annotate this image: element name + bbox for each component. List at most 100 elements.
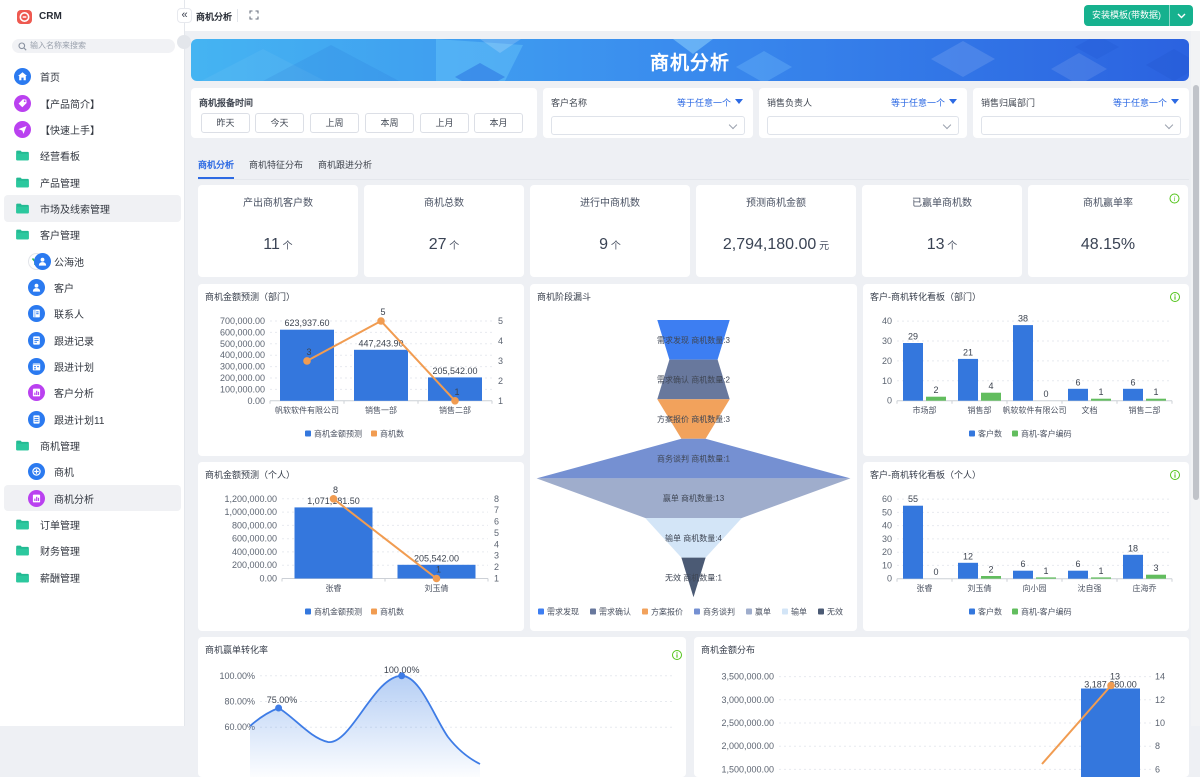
svg-text:205,542.00: 205,542.00 [432, 366, 477, 376]
svg-text:0.00: 0.00 [247, 396, 265, 406]
svg-text:客户-商机转化看板（部门）: 客户-商机转化看板（部门） [870, 291, 981, 302]
svg-text:6: 6 [494, 517, 499, 527]
svg-text:12: 12 [963, 551, 973, 561]
svg-text:447,243.90: 447,243.90 [358, 338, 403, 348]
svg-text:3: 3 [498, 356, 503, 366]
svg-text:12: 12 [1155, 695, 1165, 705]
svg-text:向小园: 向小园 [1023, 583, 1047, 593]
svg-text:输单: 输单 [791, 607, 807, 617]
svg-text:40: 40 [882, 521, 892, 531]
svg-text:100,000.00: 100,000.00 [220, 384, 265, 394]
svg-text:商机赢单转化率: 商机赢单转化率 [205, 644, 268, 655]
svg-text:商机数: 商机数 [380, 607, 404, 617]
svg-text:市场部: 市场部 [913, 405, 937, 415]
svg-text:刘玉倩: 刘玉倩 [968, 583, 992, 593]
svg-text:6: 6 [1075, 559, 1080, 569]
svg-text:商机金额预测: 商机金额预测 [314, 607, 362, 617]
svg-text:3,500,000.00: 3,500,000.00 [721, 672, 774, 682]
svg-text:3,000,000.00: 3,000,000.00 [721, 695, 774, 705]
svg-text:商机-客户编码: 商机-客户编码 [1021, 607, 1072, 617]
svg-text:输单 商机数量:4: 输单 商机数量:4 [665, 533, 722, 543]
svg-text:800,000.00: 800,000.00 [232, 520, 277, 530]
svg-text:6: 6 [1130, 377, 1135, 387]
svg-text:1,200,000.00: 1,200,000.00 [224, 494, 277, 504]
svg-text:10: 10 [882, 560, 892, 570]
svg-text:5: 5 [494, 528, 499, 538]
svg-text:4: 4 [988, 381, 993, 391]
svg-text:需求确认 商机数量:2: 需求确认 商机数量:2 [657, 374, 730, 384]
svg-text:200,000.00: 200,000.00 [220, 373, 265, 383]
svg-text:4: 4 [494, 539, 499, 549]
svg-text:无效 商机数量:1: 无效 商机数量:1 [665, 572, 722, 582]
svg-text:8: 8 [333, 485, 338, 495]
svg-text:1: 1 [1098, 566, 1103, 576]
svg-text:2,000,000.00: 2,000,000.00 [721, 741, 774, 751]
svg-text:商务谈判 商机数量:1: 商务谈判 商机数量:1 [657, 454, 730, 464]
svg-text:2: 2 [933, 385, 938, 395]
svg-text:方案报价: 方案报价 [651, 607, 683, 617]
svg-text:1: 1 [436, 565, 441, 575]
svg-text:0: 0 [887, 574, 892, 584]
svg-text:赢单 商机数量:13: 赢单 商机数量:13 [663, 493, 725, 503]
svg-text:销售二部: 销售二部 [439, 405, 471, 415]
svg-text:1,000,000.00: 1,000,000.00 [224, 507, 277, 517]
svg-text:0: 0 [1043, 389, 1048, 399]
svg-text:1: 1 [1098, 387, 1103, 397]
svg-text:张睿: 张睿 [917, 584, 933, 593]
svg-text:300,000.00: 300,000.00 [220, 362, 265, 372]
svg-text:0.00: 0.00 [259, 574, 277, 584]
svg-text:需求发现: 需求发现 [547, 607, 579, 617]
svg-text:7: 7 [494, 505, 499, 515]
svg-text:需求发现 商机数量:3: 需求发现 商机数量:3 [657, 335, 730, 345]
svg-text:2: 2 [498, 376, 503, 386]
svg-text:20: 20 [882, 356, 892, 366]
svg-text:客户-商机转化看板（个人）: 客户-商机转化看板（个人） [870, 469, 981, 480]
svg-text:2,500,000.00: 2,500,000.00 [721, 718, 774, 728]
svg-text:商务谈判: 商务谈判 [703, 607, 735, 617]
svg-text:沈自强: 沈自强 [1078, 583, 1102, 593]
svg-text:方案报价 商机数量:3: 方案报价 商机数量:3 [657, 414, 730, 424]
svg-text:商机金额预测（部门）: 商机金额预测（部门） [205, 291, 295, 302]
svg-text:6: 6 [1020, 559, 1025, 569]
svg-text:商机数: 商机数 [380, 429, 404, 439]
svg-text:1: 1 [1043, 566, 1048, 576]
svg-text:10: 10 [1155, 718, 1165, 728]
svg-text:400,000.00: 400,000.00 [232, 547, 277, 557]
svg-text:1: 1 [1153, 387, 1158, 397]
svg-text:700,000.00: 700,000.00 [220, 316, 265, 326]
svg-text:商机金额预测（个人）: 商机金额预测（个人） [205, 469, 295, 480]
svg-text:客户数: 客户数 [978, 607, 1002, 617]
svg-text:3: 3 [494, 551, 499, 561]
svg-text:3: 3 [306, 347, 311, 357]
svg-text:38: 38 [1018, 314, 1028, 324]
svg-text:8: 8 [494, 494, 499, 504]
svg-text:623,937.60: 623,937.60 [284, 318, 329, 328]
svg-text:商机阶段漏斗: 商机阶段漏斗 [537, 291, 591, 302]
svg-text:75.00%: 75.00% [267, 695, 298, 705]
svg-text:500,000.00: 500,000.00 [220, 339, 265, 349]
svg-text:50: 50 [882, 507, 892, 517]
svg-text:8: 8 [1155, 741, 1160, 751]
svg-text:庄海乔: 庄海乔 [1133, 583, 1157, 593]
svg-text:3: 3 [1153, 563, 1158, 573]
svg-text:销售二部: 销售二部 [1129, 405, 1161, 415]
svg-text:14: 14 [1155, 672, 1165, 682]
svg-text:帆软软件有限公司: 帆软软件有限公司 [275, 405, 339, 415]
svg-text:1: 1 [454, 387, 459, 397]
svg-text:1,500,000.00: 1,500,000.00 [721, 764, 774, 774]
svg-text:29: 29 [908, 332, 918, 342]
svg-text:无效: 无效 [827, 607, 843, 617]
svg-text:客户数: 客户数 [978, 429, 1002, 439]
svg-text:6: 6 [1075, 377, 1080, 387]
svg-text:400,000.00: 400,000.00 [220, 350, 265, 360]
svg-text:0: 0 [887, 396, 892, 406]
svg-text:30: 30 [882, 336, 892, 346]
svg-text:商机金额预测: 商机金额预测 [314, 429, 362, 439]
svg-text:商机-客户编码: 商机-客户编码 [1021, 429, 1072, 439]
svg-text:100.00%: 100.00% [219, 671, 255, 681]
svg-text:21: 21 [963, 347, 973, 357]
svg-text:6: 6 [1155, 764, 1160, 774]
svg-text:200,000.00: 200,000.00 [232, 560, 277, 570]
svg-text:600,000.00: 600,000.00 [220, 327, 265, 337]
svg-text:1: 1 [498, 396, 503, 406]
